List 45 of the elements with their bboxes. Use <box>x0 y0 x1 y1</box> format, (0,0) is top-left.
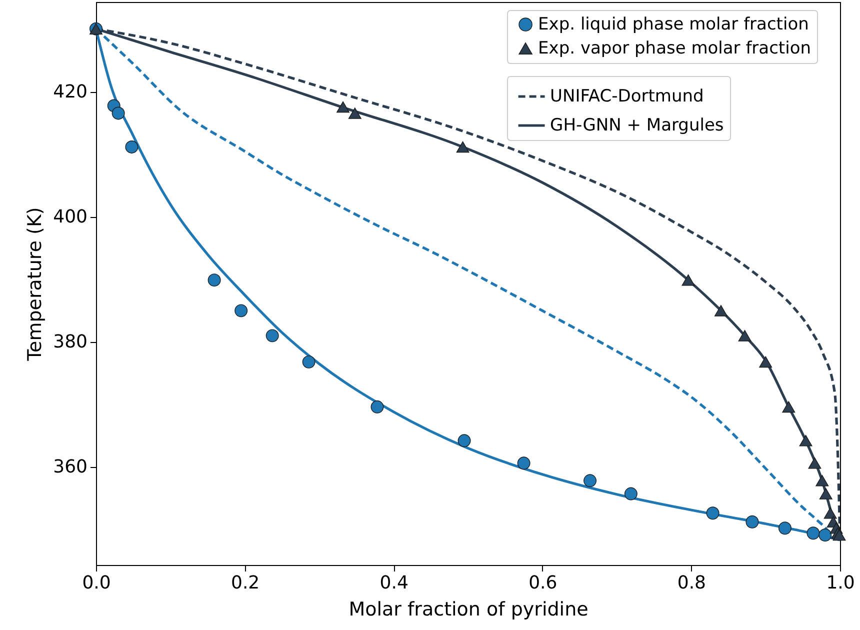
x-axis-title: Molar fraction of pyridine <box>348 598 588 620</box>
point <box>517 456 530 470</box>
point <box>208 274 221 287</box>
point <box>624 487 638 500</box>
y-tick-label: 400 <box>53 206 88 228</box>
point <box>759 356 772 368</box>
x-tick-label: 0.8 <box>677 572 706 594</box>
point <box>302 355 316 368</box>
legend-label: Exp. vapor phase molar fraction <box>538 38 812 58</box>
point <box>782 401 796 413</box>
point <box>824 507 837 519</box>
point <box>348 108 362 119</box>
point <box>458 434 471 448</box>
point <box>818 528 832 542</box>
x-tick-label: 0.0 <box>82 572 111 594</box>
legend-label: GH-GNN + Margules <box>550 116 724 136</box>
point <box>682 274 695 286</box>
point <box>112 106 125 120</box>
y-tick-label: 360 <box>53 456 88 478</box>
point <box>816 474 829 486</box>
point <box>266 329 279 342</box>
point <box>806 526 820 540</box>
point <box>808 457 822 469</box>
y-tick-label: 420 <box>53 81 88 102</box>
point <box>370 400 384 414</box>
point <box>336 101 350 113</box>
point <box>819 488 832 500</box>
point <box>738 330 752 342</box>
point <box>778 522 792 535</box>
x-tick-label: 0.4 <box>380 572 408 594</box>
point <box>799 435 812 446</box>
legend-label: UNIFAC-Dortmund <box>550 86 704 106</box>
point <box>234 304 248 318</box>
x-tick-label: 0.2 <box>230 572 260 594</box>
legend-label: Exp. liquid phase molar fraction <box>538 14 809 34</box>
x-tick-label: 0.6 <box>528 572 558 594</box>
point <box>746 515 759 528</box>
x-tick-label: 1.0 <box>826 572 855 594</box>
point <box>714 305 728 316</box>
y-axis-title: Temperature (K) <box>24 207 46 362</box>
y-tick-label: 380 <box>53 331 88 352</box>
point <box>706 506 720 520</box>
point <box>584 474 596 488</box>
point <box>456 141 470 153</box>
point <box>125 140 138 154</box>
